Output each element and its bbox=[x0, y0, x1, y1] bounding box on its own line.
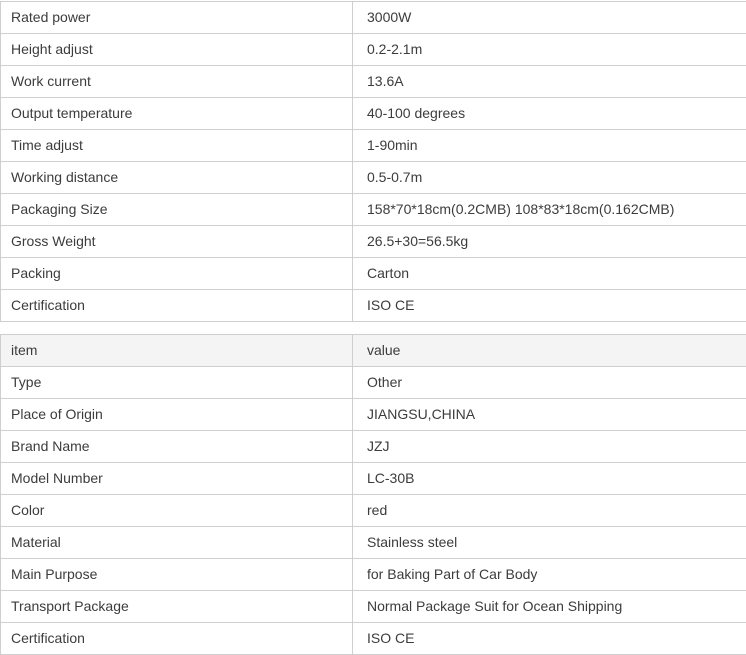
info-value-cell: Stainless steel bbox=[367, 534, 458, 550]
spec-value-cell: 0.5-0.7m bbox=[367, 169, 423, 185]
spec-label-cell: Working distance bbox=[1, 162, 353, 193]
table-row: Transport Package Normal Package Suit fo… bbox=[1, 591, 746, 623]
info-value-cell: JIANGSU,CHINA bbox=[367, 406, 476, 422]
spec-value-cell: 26.5+30=56.5kg bbox=[367, 233, 469, 249]
table-row: Output temperature 40-100 degrees bbox=[1, 98, 746, 130]
table-row: Gross Weight 26.5+30=56.5kg bbox=[1, 226, 746, 258]
table-row: Certification ISO CE bbox=[1, 290, 746, 322]
spec-value-cell: ISO CE bbox=[367, 297, 415, 313]
spec-label-cell: Packing bbox=[1, 258, 353, 289]
info-value-cell: JZJ bbox=[367, 438, 390, 454]
spec-label-cell: Work current bbox=[1, 66, 353, 97]
info-value-cell: Other bbox=[367, 374, 403, 390]
info-value-cell: red bbox=[367, 502, 388, 518]
info-table-header-row: item value bbox=[1, 335, 746, 367]
header-item-cell: item bbox=[1, 335, 353, 366]
table-row: Rated power 3000W bbox=[1, 2, 746, 34]
spec-table: Rated power 3000W Height adjust 0.2-2.1m… bbox=[0, 1, 746, 322]
header-value-cell: value bbox=[367, 342, 401, 358]
info-label-cell: Main Purpose bbox=[1, 559, 353, 590]
info-label-cell: Model Number bbox=[1, 463, 353, 494]
info-label-cell: Color bbox=[1, 495, 353, 526]
table-row: Model Number LC-30B bbox=[1, 463, 746, 495]
info-label-cell: Certification bbox=[1, 623, 353, 654]
spec-label-cell: Rated power bbox=[1, 2, 353, 33]
spec-value-cell: 40-100 degrees bbox=[367, 105, 466, 121]
spec-label-cell: Output temperature bbox=[1, 98, 353, 129]
table-row: Packing Carton bbox=[1, 258, 746, 290]
spec-value-cell: 3000W bbox=[367, 9, 412, 25]
table-row: Packaging Size 158*70*18cm(0.2CMB) 108*8… bbox=[1, 194, 746, 226]
info-table: item value Type Other Place of Origin JI… bbox=[0, 334, 746, 655]
spec-label-cell: Gross Weight bbox=[1, 226, 353, 257]
table-row: Working distance 0.5-0.7m bbox=[1, 162, 746, 194]
info-value-cell: LC-30B bbox=[367, 470, 415, 486]
info-label-cell: Brand Name bbox=[1, 431, 353, 462]
table-row: Color red bbox=[1, 495, 746, 527]
info-label-cell: Material bbox=[1, 527, 353, 558]
spec-value-cell: 158*70*18cm(0.2CMB) 108*83*18cm(0.162CMB… bbox=[367, 201, 675, 217]
spec-label-cell: Certification bbox=[1, 290, 353, 321]
spec-label-cell: Packaging Size bbox=[1, 194, 353, 225]
spec-value-cell: 0.2-2.1m bbox=[367, 41, 423, 57]
spec-value-cell: Carton bbox=[367, 265, 410, 281]
table-row: Place of Origin JIANGSU,CHINA bbox=[1, 399, 746, 431]
table-row: Time adjust 1-90min bbox=[1, 130, 746, 162]
table-row: Brand Name JZJ bbox=[1, 431, 746, 463]
spec-label-cell: Height adjust bbox=[1, 34, 353, 65]
info-label-cell: Transport Package bbox=[1, 591, 353, 622]
info-label-cell: Place of Origin bbox=[1, 399, 353, 430]
spec-value-cell: 1-90min bbox=[367, 137, 418, 153]
info-label-cell: Type bbox=[1, 367, 353, 398]
table-row: Certification ISO CE bbox=[1, 623, 746, 655]
table-row: Type Other bbox=[1, 367, 746, 399]
table-row: Work current 13.6A bbox=[1, 66, 746, 98]
table-row: Main Purpose for Baking Part of Car Body bbox=[1, 559, 746, 591]
info-value-cell: Normal Package Suit for Ocean Shipping bbox=[367, 598, 623, 614]
table-row: Material Stainless steel bbox=[1, 527, 746, 559]
spec-label-cell: Time adjust bbox=[1, 130, 353, 161]
spec-value-cell: 13.6A bbox=[367, 73, 404, 89]
info-value-cell: ISO CE bbox=[367, 630, 415, 646]
table-row: Height adjust 0.2-2.1m bbox=[1, 34, 746, 66]
info-value-cell: for Baking Part of Car Body bbox=[367, 566, 538, 582]
